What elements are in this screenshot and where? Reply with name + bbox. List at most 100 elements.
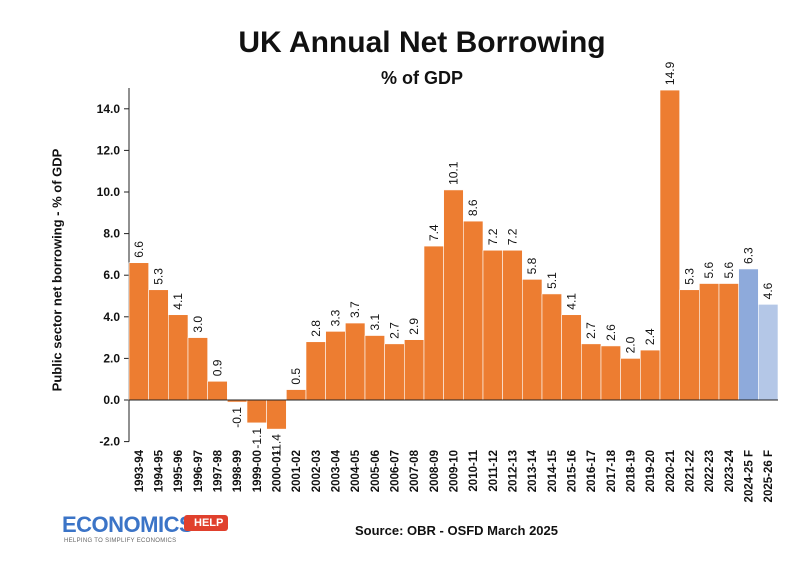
bar (541, 293, 562, 401)
bar (502, 249, 523, 401)
data-label: 2.4 (643, 328, 657, 345)
data-label: 14.9 (663, 61, 677, 85)
data-label: 4.6 (761, 282, 775, 299)
x-tick-label: 2017-18 (606, 449, 618, 492)
data-label: 5.1 (545, 272, 559, 289)
bar (305, 341, 326, 401)
x-tick-label: 2003-04 (331, 449, 343, 492)
x-tick-label: 2002-03 (311, 450, 323, 492)
bar (659, 89, 680, 401)
bar (738, 268, 759, 401)
x-tick-label: 2012-13 (508, 450, 520, 492)
logo-tagline: HELPING TO SIMPLIFY ECONOMICS (64, 538, 177, 544)
x-tick-label: 2011-12 (488, 450, 500, 492)
x-tick-label: 1995-96 (173, 450, 185, 492)
y-tick-label: 4.0 (103, 310, 120, 324)
bar (522, 279, 543, 401)
data-label: 2.7 (388, 322, 402, 339)
x-tick-label: 1998-99 (232, 450, 244, 492)
y-tick-label: 6.0 (103, 268, 120, 282)
data-label: 3.3 (329, 309, 343, 326)
bar (404, 339, 425, 401)
y-tick-label: 14.0 (97, 102, 121, 116)
y-tick-label: 8.0 (103, 227, 120, 241)
x-tick-label: 2025-26 F (763, 450, 775, 502)
x-tick-label: 2001-02 (291, 450, 303, 492)
bar (600, 345, 621, 401)
bar (384, 343, 405, 401)
bar (364, 335, 385, 401)
data-label: 3.1 (368, 314, 382, 331)
x-tick-label: 1999-00 (252, 450, 264, 492)
data-label: 2.7 (584, 322, 598, 339)
bar (148, 289, 169, 401)
bar (207, 380, 228, 401)
data-label: 3.7 (348, 301, 362, 318)
x-tick-label: 1993-94 (134, 449, 146, 492)
data-label: 8.6 (466, 199, 480, 216)
data-label: 5.3 (152, 268, 166, 285)
data-label: 6.6 (132, 241, 146, 258)
bar (718, 283, 739, 401)
bar (286, 389, 307, 401)
data-label: 0.9 (211, 359, 225, 376)
x-tick-label: 1994-95 (154, 449, 166, 492)
x-tick-label: 2007-08 (409, 449, 421, 492)
data-label: 2.9 (407, 318, 421, 335)
x-tick-label: 2008-09 (429, 450, 441, 492)
bar (640, 349, 661, 401)
x-tick-label: 2015-16 (567, 450, 579, 492)
x-tick-label: 2018-19 (626, 450, 638, 492)
chart-title: UK Annual Net Borrowing (238, 26, 606, 59)
x-tick-label: 2022-23 (704, 450, 716, 492)
y-tick-label: 0.0 (103, 393, 120, 407)
bar (620, 358, 641, 401)
y-tick-label: 10.0 (97, 185, 121, 199)
x-tick-label: 2024-25 F (744, 450, 756, 502)
x-tick-label: 2005-06 (370, 450, 382, 492)
data-label: 3.0 (191, 316, 205, 333)
logo-badge: HELP (184, 515, 229, 531)
data-label: -1.4 (270, 434, 284, 455)
x-tick-label: 2000-01 (272, 449, 284, 492)
x-tick-label: 2023-24 (724, 449, 736, 492)
data-label: -0.1 (230, 407, 244, 428)
bar (463, 220, 484, 401)
x-tick-label: 1997-98 (213, 449, 225, 492)
economics-help-logo[interactable]: ECONOMICS HELP HELPING TO SIMPLIFY ECONO… (62, 512, 229, 552)
bar (128, 262, 149, 401)
data-label: 7.4 (427, 224, 441, 241)
x-tick-label: 2021-22 (685, 450, 697, 492)
data-label: 2.0 (624, 336, 638, 353)
bar (266, 399, 287, 430)
bar (482, 249, 503, 401)
data-label: 10.1 (447, 161, 461, 185)
bar (246, 399, 267, 424)
source-note: Source: OBR - OSFD March 2025 (355, 523, 558, 538)
bar (325, 331, 346, 401)
x-tick-label: 2009-10 (449, 450, 461, 492)
x-tick-label: 2014-15 (547, 449, 559, 492)
x-tick-label: 2013-14 (527, 449, 539, 492)
data-label: 7.2 (506, 228, 520, 245)
bar (581, 343, 602, 401)
data-label: 2.8 (309, 320, 323, 337)
x-tick-label: 2016-17 (586, 450, 598, 492)
bar (345, 322, 366, 401)
x-tick-label: 2010-11 (468, 449, 480, 491)
data-label: 5.6 (702, 262, 716, 279)
data-label: 6.3 (742, 247, 756, 264)
y-tick-label: -2.0 (99, 435, 120, 449)
y-tick-label: 2.0 (103, 351, 120, 365)
bar (561, 314, 582, 401)
bar (168, 314, 189, 401)
bar (187, 337, 208, 401)
x-tick-label: 2019-20 (645, 450, 657, 492)
bar (699, 283, 720, 401)
data-label: -1.1 (250, 428, 264, 449)
data-label: 5.6 (722, 262, 736, 279)
data-label: 4.1 (171, 293, 185, 310)
chart-subtitle: % of GDP (380, 68, 463, 88)
